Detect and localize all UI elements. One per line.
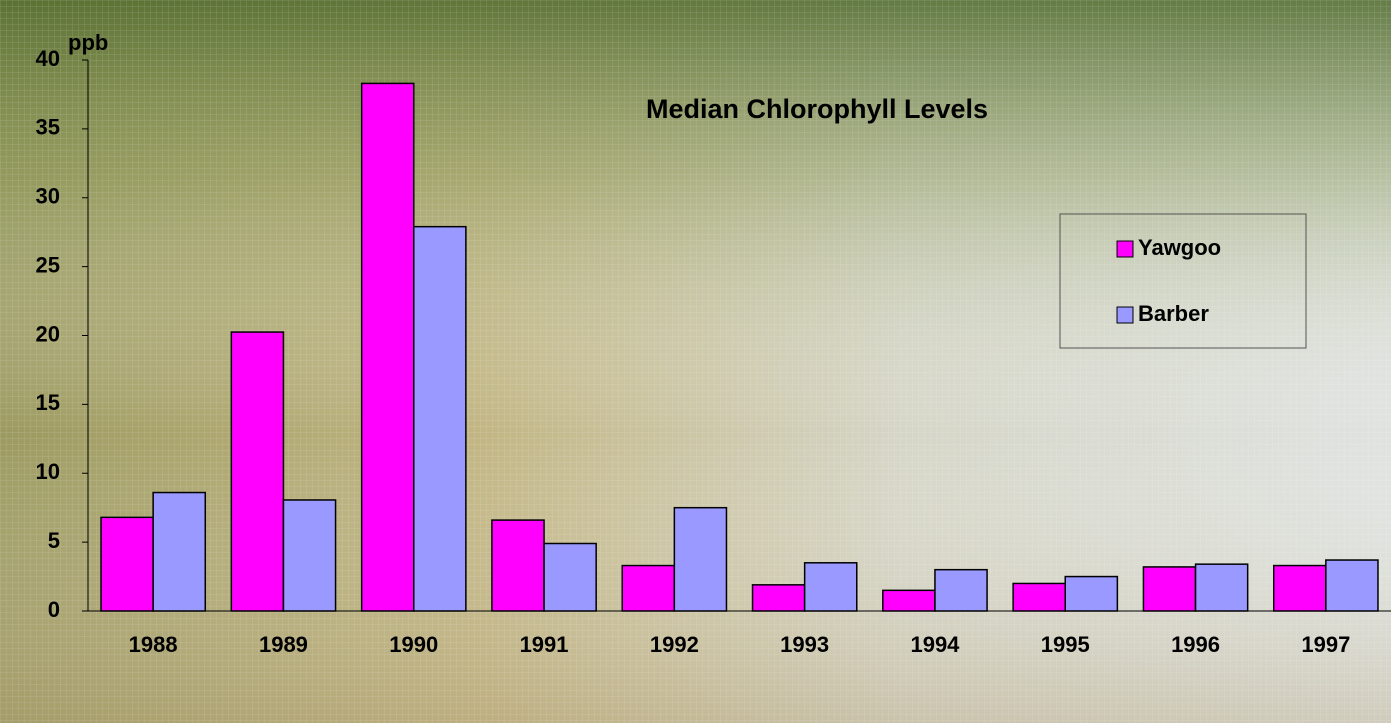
- bar: [231, 332, 283, 611]
- y-tick-label: 0: [48, 597, 60, 622]
- bar: [1013, 583, 1065, 611]
- bar: [101, 517, 153, 611]
- bar: [622, 566, 674, 611]
- bar: [492, 520, 544, 611]
- bar: [883, 590, 935, 611]
- legend-label: Yawgoo: [1138, 235, 1221, 260]
- y-tick-label: 10: [36, 459, 60, 484]
- bar: [544, 544, 596, 611]
- y-tick-label: 30: [36, 184, 60, 209]
- legend-label: Barber: [1138, 301, 1209, 326]
- chart-title: Median Chlorophyll Levels: [646, 94, 988, 124]
- y-tick-label: 40: [36, 46, 60, 71]
- x-tick-label: 1993: [780, 632, 829, 657]
- bar: [935, 570, 987, 611]
- bar: [1274, 566, 1326, 611]
- bar: [805, 563, 857, 611]
- x-tick-label: 1991: [520, 632, 569, 657]
- y-tick-label: 35: [36, 115, 60, 140]
- chart: ppb Median Chlorophyll Levels 0 5 10 15 20 25…: [0, 0, 1391, 723]
- y-axis-label: ppb: [68, 30, 108, 55]
- x-tick-label: 1995: [1041, 632, 1090, 657]
- bar: [1143, 567, 1195, 611]
- bar: [414, 227, 466, 611]
- x-tick-label: 1992: [650, 632, 699, 657]
- x-tick-label: 1988: [129, 632, 178, 657]
- legend-swatch: [1117, 307, 1133, 323]
- bar: [1196, 564, 1248, 611]
- legend-swatch: [1117, 241, 1133, 257]
- x-tick-label: 1994: [910, 632, 960, 657]
- y-tick-label: 25: [36, 252, 60, 277]
- y-tick-label: 15: [36, 390, 60, 415]
- bar: [1326, 560, 1378, 611]
- bar: [153, 493, 205, 611]
- bar: [362, 83, 414, 611]
- x-tick-label: 1990: [389, 632, 438, 657]
- bar: [674, 508, 726, 611]
- x-tick-label: 1997: [1301, 632, 1350, 657]
- bar: [753, 585, 805, 611]
- x-tick-label: 1996: [1171, 632, 1220, 657]
- bar: [1065, 577, 1117, 611]
- bar: [283, 500, 335, 611]
- x-tick-label: 1989: [259, 632, 308, 657]
- y-tick-label: 20: [36, 321, 60, 346]
- y-tick-label: 5: [48, 528, 60, 553]
